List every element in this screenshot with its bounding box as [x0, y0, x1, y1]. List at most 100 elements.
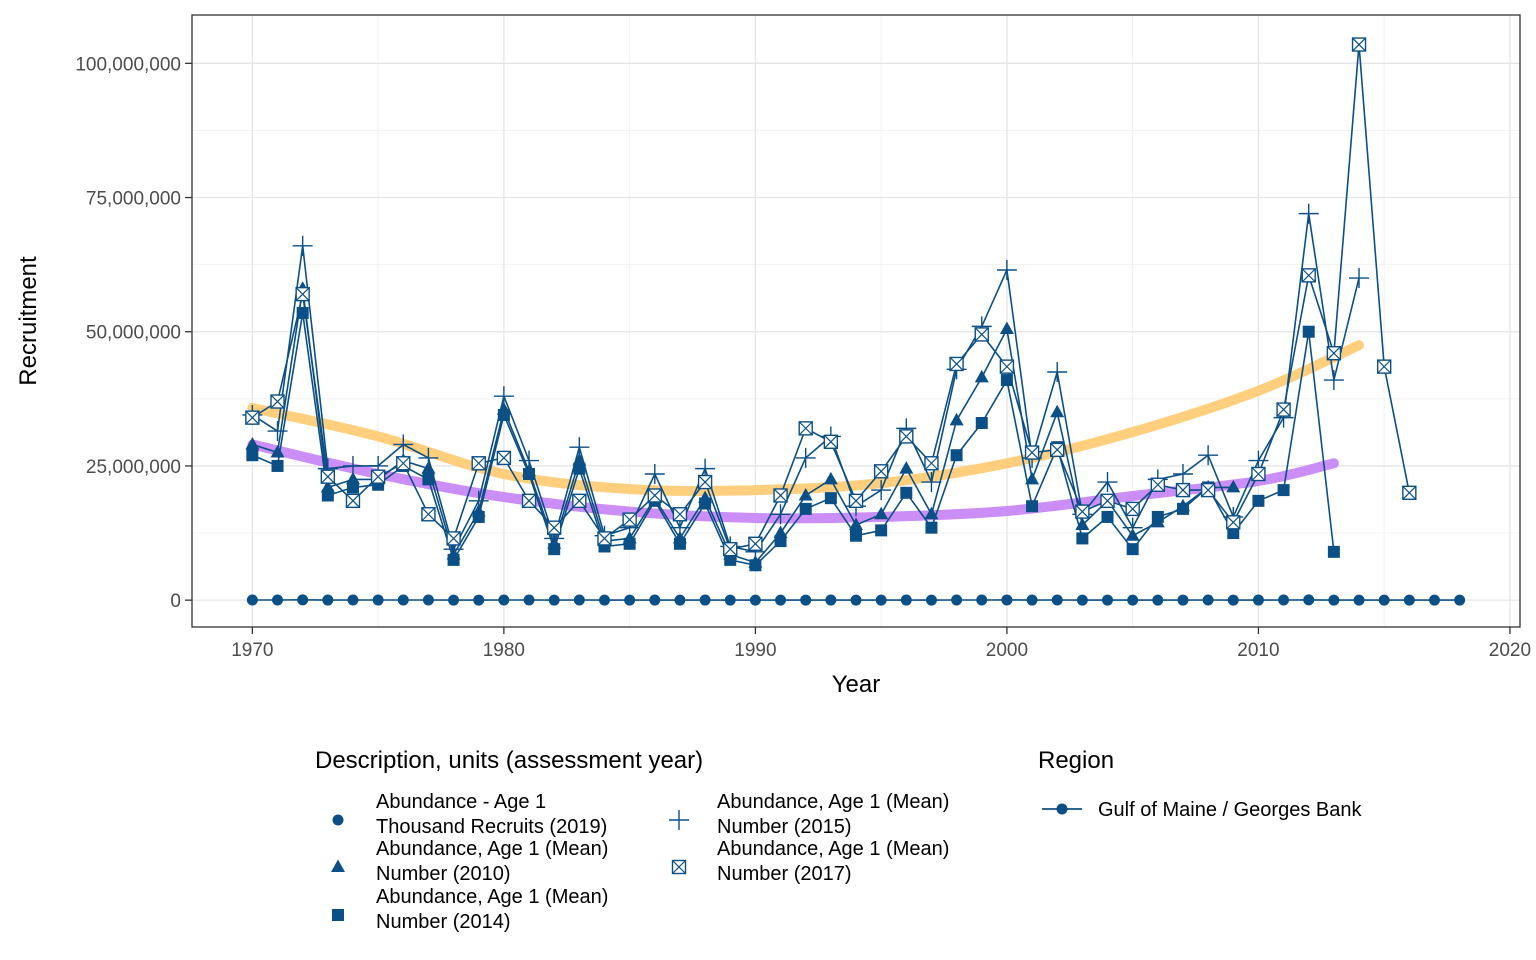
- data-point: [573, 594, 585, 606]
- data-point: [345, 471, 360, 485]
- data-point: [673, 537, 686, 550]
- data-point: [749, 594, 761, 606]
- data-point: [1403, 594, 1415, 606]
- data-point: [471, 456, 486, 471]
- data-point: [795, 447, 816, 468]
- legend-item-label: Abundance, Age 1 (Mean): [717, 791, 949, 813]
- data-point: [1198, 445, 1219, 466]
- data-point: [346, 481, 359, 494]
- data-point: [848, 493, 864, 509]
- data-point: [697, 474, 713, 490]
- legend-item-label: Abundance, Age 1 (Mean): [376, 886, 608, 908]
- data-point: [1025, 471, 1040, 485]
- data-point: [798, 487, 813, 501]
- data-point: [900, 594, 912, 606]
- data-point: [951, 594, 963, 606]
- data-point: [271, 459, 284, 472]
- data-point: [773, 488, 788, 503]
- series-line: [252, 288, 1234, 564]
- data-point: [1326, 346, 1342, 361]
- data-point: [597, 531, 612, 546]
- data-point: [473, 594, 485, 606]
- data-point: [647, 488, 662, 503]
- legend-item-sublabel: Thousand Recruits (2019): [376, 816, 607, 838]
- data-point: [519, 450, 540, 471]
- data-point: [1151, 510, 1164, 523]
- data-point: [245, 410, 260, 425]
- data-point: [1125, 501, 1140, 517]
- data-point: [825, 594, 837, 606]
- data-point: [1127, 594, 1139, 606]
- data-point: [270, 445, 285, 458]
- data-point: [322, 594, 334, 606]
- data-point: [446, 531, 461, 546]
- data-point: [1276, 402, 1291, 417]
- data-point: [1277, 484, 1290, 497]
- data-point: [950, 449, 963, 462]
- data-point: [1024, 445, 1040, 460]
- data-point: [999, 359, 1015, 374]
- data-point: [871, 480, 892, 501]
- data-point: [849, 517, 863, 530]
- data-series: [242, 37, 1466, 606]
- data-point: [976, 594, 988, 606]
- legend-region-key-point: [1056, 803, 1068, 815]
- data-point: [523, 594, 535, 606]
- x-tick-label: 2010: [1237, 640, 1279, 661]
- data-point: [245, 436, 260, 450]
- data-point: [1076, 532, 1089, 545]
- data-point: [622, 512, 637, 527]
- data-point: [422, 594, 434, 606]
- legend-item-sublabel: Number (2014): [376, 911, 511, 933]
- data-point: [773, 525, 788, 539]
- data-point: [472, 510, 485, 523]
- data-point: [949, 412, 964, 426]
- data-point: [644, 464, 665, 484]
- data-point: [899, 461, 914, 474]
- data-point: [1122, 517, 1143, 538]
- data-point: [1278, 594, 1290, 606]
- data-point: [1100, 493, 1115, 509]
- data-point: [447, 553, 460, 566]
- data-point: [823, 434, 839, 449]
- data-point: [1301, 268, 1316, 283]
- data-point: [297, 594, 309, 606]
- data-point: [1378, 594, 1390, 606]
- data-point: [823, 471, 838, 485]
- data-point: [1376, 359, 1392, 374]
- data-point: [270, 394, 285, 409]
- data-point: [396, 456, 411, 471]
- data-point: [1351, 37, 1367, 52]
- data-point: [267, 421, 288, 442]
- data-point: [498, 594, 510, 606]
- data-point: [1177, 594, 1189, 606]
- data-point: [1101, 510, 1114, 523]
- data-point: [1126, 543, 1139, 556]
- data-point: [999, 321, 1014, 335]
- data-point: [699, 497, 712, 510]
- data-point: [850, 594, 862, 606]
- data-point: [1176, 502, 1189, 515]
- data-point: [422, 473, 435, 486]
- data-point: [521, 493, 537, 509]
- data-point: [1050, 442, 1065, 458]
- legend-region: Region Gulf of Maine / Georges Bank: [1038, 747, 1362, 821]
- legend-key-crossbox: [671, 859, 687, 875]
- legend-description-title: Description, units (assessment year): [315, 747, 703, 774]
- legend-region-label: Gulf of Maine / Georges Bank: [1098, 799, 1362, 821]
- trend-line-1: [247, 340, 1364, 496]
- data-point: [572, 493, 587, 509]
- data-point: [1001, 594, 1013, 606]
- data-point: [569, 437, 590, 458]
- x-tick-label: 2020: [1489, 640, 1531, 661]
- legend-item-label: Abundance - Age 1: [376, 791, 546, 813]
- data-point: [418, 447, 439, 468]
- data-point: [372, 594, 384, 606]
- data-point: [345, 493, 361, 509]
- data-point: [1226, 515, 1241, 530]
- y-tick-label: 100,000,000: [75, 54, 181, 75]
- data-point: [824, 492, 837, 505]
- legend-key-triangle: [331, 859, 345, 872]
- data-point: [468, 490, 489, 511]
